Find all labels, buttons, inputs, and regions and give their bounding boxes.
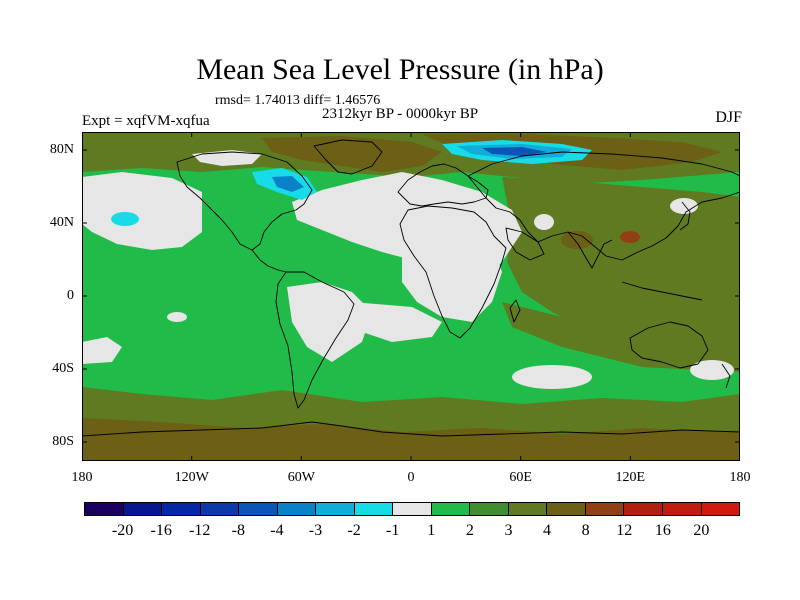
- coastline-asia: [467, 151, 740, 261]
- colorbar-box: [276, 502, 317, 516]
- colorbar-box: [584, 502, 625, 516]
- pressure-anomaly-map: [82, 132, 740, 461]
- colorbar-box: [353, 502, 394, 516]
- olive-region-indian-ocean: [502, 302, 740, 372]
- coastline-central-america: [251, 249, 287, 273]
- coastline-new-zealand: [721, 363, 731, 389]
- neutral-region-south-pacific: [82, 337, 122, 364]
- neutral-spot-indian: [512, 365, 592, 389]
- x-tick-label: 120E: [615, 470, 646, 485]
- colorbar: [84, 502, 741, 516]
- x-tick-label: 60W: [287, 470, 315, 485]
- neutral-region-atlantic-band: [352, 302, 442, 342]
- colorbar-box: [161, 502, 201, 516]
- negative-region-canada-core: [272, 176, 304, 192]
- colorbar-box: [546, 502, 586, 516]
- colorbar-box: [315, 502, 355, 516]
- x-tick-label: 60E: [509, 470, 532, 485]
- neutral-spot-caspian: [534, 214, 554, 230]
- colorbar-box: [199, 502, 240, 516]
- coastline-madagascar: [509, 299, 521, 323]
- coastline-greenland: [313, 139, 383, 175]
- neutral-region-africa: [402, 240, 502, 322]
- coastline-south-america: [275, 271, 355, 409]
- x-tick-label: 180: [729, 470, 751, 485]
- y-tick-label: 0: [67, 288, 74, 303]
- colorbar-box: [430, 502, 471, 516]
- brown-region-arctic: [262, 136, 442, 172]
- period-label: 2312kyr BP - 0000kyr BP: [321, 106, 479, 122]
- olive-region-asia: [502, 177, 740, 362]
- season-label: DJF: [715, 109, 742, 126]
- colorbar-box: [507, 502, 548, 516]
- brown-spot-nepal: [620, 231, 640, 243]
- map-panel: [82, 132, 740, 461]
- colorbar-box: [84, 502, 124, 516]
- colorbar-label: -20: [111, 522, 134, 539]
- neutral-strip-arctic: [192, 150, 262, 166]
- x-tick-label: 180: [71, 470, 93, 485]
- experiment-label: Expt = xqfVM-xqfua: [82, 113, 210, 129]
- colorbar-label: 2: [465, 522, 474, 539]
- y-tick-label: 80N: [49, 142, 74, 157]
- colorbar-label: -12: [189, 522, 211, 539]
- colorbar-label: -8: [231, 522, 246, 539]
- stats-text: rmsd= 1.74013 diff= 1.46576: [215, 93, 381, 108]
- brown-spot-arabia: [561, 231, 593, 249]
- coastline-europe: [397, 163, 489, 207]
- colorbar-label: -4: [270, 522, 284, 539]
- colorbar-label: 4: [543, 522, 552, 539]
- colorbar-box: [122, 502, 163, 516]
- coastline-australia: [629, 321, 709, 369]
- y-tick-label: 40N: [49, 215, 74, 230]
- colorbar-label: -3: [308, 522, 323, 539]
- x-tick-label: 120W: [174, 470, 209, 485]
- neutral-spot-japan: [670, 198, 698, 214]
- colorbar-label: -2: [347, 522, 361, 539]
- neutral-region-south-america: [287, 282, 372, 362]
- map-title: Mean Sea Level Pressure (in hPa): [196, 53, 604, 86]
- colorbar-box: [469, 502, 509, 516]
- coastline-arabia: [505, 227, 545, 261]
- coastline-north-america: [176, 151, 313, 251]
- colorbar-label: 20: [693, 522, 710, 539]
- colorbar-label: -16: [150, 522, 172, 539]
- y-tick-label: 40S: [52, 361, 74, 376]
- colorbar-label: 8: [581, 522, 590, 539]
- coastline-india: [567, 231, 613, 269]
- y-tick-label: 80S: [52, 434, 74, 449]
- colorbar-label: 16: [654, 522, 671, 539]
- coastline-indonesia: [621, 281, 703, 301]
- colorbar-box: [238, 502, 278, 516]
- colorbar-label: 12: [616, 522, 633, 539]
- colorbar-box: [623, 502, 663, 516]
- axis-ticks: [82, 132, 740, 461]
- colorbar-box: [661, 502, 702, 516]
- colorbar-box: [700, 502, 741, 516]
- neutral-spot-east-pacific: [167, 312, 187, 322]
- negative-spot-pacific: [111, 212, 139, 226]
- colorbar-label: -1: [386, 522, 400, 539]
- x-tick-label: 0: [407, 470, 415, 485]
- coastlines: [82, 139, 740, 437]
- colorbar-box: [392, 502, 432, 516]
- coastline-africa: [399, 205, 507, 339]
- colorbar-label: 1: [427, 522, 436, 539]
- neutral-spot-tasman: [690, 360, 734, 380]
- neutral-region-north-pacific: [82, 172, 202, 250]
- coastline-antarctica: [82, 421, 740, 437]
- colorbar-label: 3: [504, 522, 513, 539]
- negative-region-siberia-core: [482, 147, 547, 156]
- coastline-japan: [679, 201, 691, 231]
